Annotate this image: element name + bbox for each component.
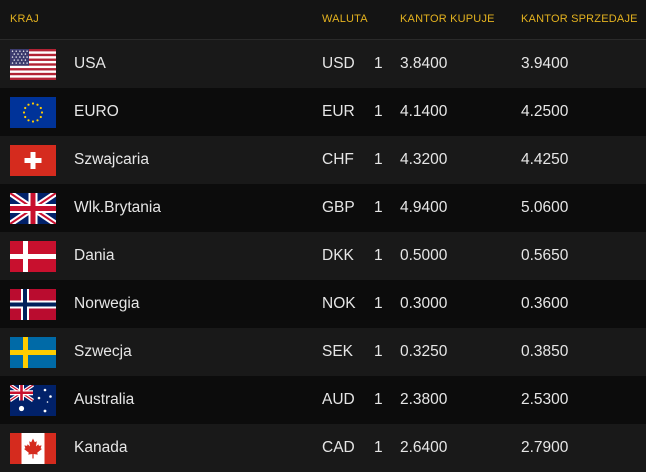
country-name: Szwecja [74, 343, 132, 360]
currency-unit: 1 [374, 199, 383, 216]
australia-flag-icon [10, 385, 56, 416]
buy-rate: 4.9400 [400, 199, 448, 216]
sell-rate: 3.9400 [521, 55, 569, 72]
column-header-country: KRAJ [10, 13, 39, 25]
table-body: USA USD 1 3.8400 3.9400 [0, 40, 646, 472]
buy-rate: 2.6400 [400, 439, 448, 456]
usa-flag-icon [10, 49, 56, 80]
country-name: Szwajcaria [74, 151, 149, 168]
column-header-sell: KANTOR SPRZEDAJE [521, 13, 638, 25]
table-row: Australia AUD 1 2.3800 2.5300 [0, 376, 646, 424]
currency-code: EUR [322, 103, 355, 120]
country-name: EURO [74, 103, 119, 120]
uk-flag-icon [10, 193, 56, 224]
canada-flag-icon [10, 433, 56, 464]
buy-rate: 0.5000 [400, 247, 448, 264]
country-name: Dania [74, 247, 115, 264]
column-header-currency: WALUTA [322, 13, 368, 25]
currency-unit: 1 [374, 439, 383, 456]
table-row: EURO EUR 1 4.1400 4.2500 [0, 88, 646, 136]
currency-code: GBP [322, 199, 355, 216]
eu-flag-icon [10, 97, 56, 128]
currency-unit: 1 [374, 391, 383, 408]
buy-rate: 3.8400 [400, 55, 448, 72]
country-name: USA [74, 55, 106, 72]
sell-rate: 2.7900 [521, 439, 569, 456]
country-name: Wlk.Brytania [74, 199, 161, 216]
currency-unit: 1 [374, 295, 383, 312]
currency-code: NOK [322, 295, 356, 312]
sell-rate: 0.3600 [521, 295, 569, 312]
currency-unit: 1 [374, 247, 383, 264]
sell-rate: 0.5650 [521, 247, 569, 264]
buy-rate: 4.3200 [400, 151, 448, 168]
currency-code: USD [322, 55, 355, 72]
table-row: USA USD 1 3.8400 3.9400 [0, 40, 646, 88]
sell-rate: 4.2500 [521, 103, 569, 120]
currency-code: CAD [322, 439, 355, 456]
currency-code: AUD [322, 391, 355, 408]
table-row: Kanada CAD 1 2.6400 2.7900 [0, 424, 646, 472]
denmark-flag-icon [10, 241, 56, 272]
currency-unit: 1 [374, 151, 383, 168]
buy-rate: 4.1400 [400, 103, 448, 120]
country-name: Australia [74, 391, 135, 408]
column-header-buy: KANTOR KUPUJE [400, 13, 495, 25]
switzerland-flag-icon [10, 145, 56, 176]
sell-rate: 0.3850 [521, 343, 569, 360]
table-row: Szwecja SEK 1 0.3250 0.3850 [0, 328, 646, 376]
currency-unit: 1 [374, 103, 383, 120]
table-row: Norwegia NOK 1 0.3000 0.3600 [0, 280, 646, 328]
sell-rate: 5.0600 [521, 199, 569, 216]
norway-flag-icon [10, 289, 56, 320]
currency-code: CHF [322, 151, 354, 168]
sweden-flag-icon [10, 337, 56, 368]
currency-unit: 1 [374, 343, 383, 360]
currency-unit: 1 [374, 55, 383, 72]
table-row: Szwajcaria CHF 1 4.3200 4.4250 [0, 136, 646, 184]
sell-rate: 4.4250 [521, 151, 569, 168]
table-row: Dania DKK 1 0.5000 0.5650 [0, 232, 646, 280]
buy-rate: 0.3250 [400, 343, 448, 360]
country-name: Kanada [74, 439, 128, 456]
country-name: Norwegia [74, 295, 140, 312]
table-header: KRAJ WALUTA KANTOR KUPUJE KANTOR SPRZEDA… [0, 0, 646, 40]
currency-code: SEK [322, 343, 354, 360]
buy-rate: 0.3000 [400, 295, 448, 312]
buy-rate: 2.3800 [400, 391, 448, 408]
currency-code: DKK [322, 247, 354, 264]
table-row: Wlk.Brytania GBP 1 4.9400 5.0600 [0, 184, 646, 232]
sell-rate: 2.5300 [521, 391, 569, 408]
